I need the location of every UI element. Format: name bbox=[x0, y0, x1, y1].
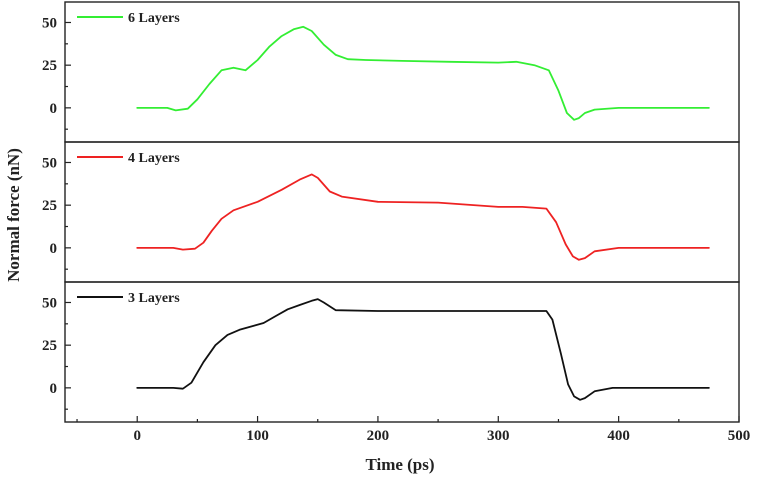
legend: 6 Layers bbox=[77, 11, 180, 26]
legend: 4 Layers bbox=[77, 151, 180, 166]
x-tick-label: 100 bbox=[246, 428, 269, 444]
y-tick-label: 25 bbox=[42, 58, 57, 74]
series-line-4-layers bbox=[136, 173, 710, 261]
legend-label: 3 Layers bbox=[128, 291, 180, 306]
panels: 0 25 50 6 Layers 0 25 50 4 Layers 0 25 50 3 Layers bbox=[42, 1, 740, 423]
panel-frame bbox=[64, 281, 740, 423]
y-tick-label: 50 bbox=[42, 155, 57, 171]
panel-1: 0 25 50 6 Layers bbox=[42, 1, 740, 143]
legend-label: 6 Layers bbox=[128, 11, 180, 26]
y-tick-label: 50 bbox=[42, 15, 57, 31]
y-tick-label: 0 bbox=[50, 101, 58, 117]
panel-2: 0 25 50 4 Layers bbox=[42, 141, 740, 283]
x-tick-label: 400 bbox=[607, 428, 630, 444]
x-tick-label: 300 bbox=[487, 428, 510, 444]
x-tick-label: 0 bbox=[133, 428, 141, 444]
y-tick-label: 0 bbox=[50, 381, 58, 397]
x-tick-label: 200 bbox=[367, 428, 390, 444]
y-tick-label: 25 bbox=[42, 338, 57, 354]
y-tick-label: 25 bbox=[42, 198, 57, 214]
x-tick-label: 500 bbox=[728, 428, 751, 444]
y-tick-label: 50 bbox=[42, 295, 57, 311]
legend-label: 4 Layers bbox=[128, 151, 180, 166]
x-axis-title: Time (ps) bbox=[365, 455, 434, 474]
y-tick-label: 0 bbox=[50, 241, 58, 257]
legend: 3 Layers bbox=[77, 291, 180, 306]
x-axis-ticks: 0 100 200 300 400 500 bbox=[76, 416, 751, 444]
y-axis-title: Normal force (nN) bbox=[4, 148, 23, 282]
series-line-6-layers bbox=[136, 25, 710, 121]
panel-3: 0 25 50 3 Layers bbox=[42, 281, 740, 423]
series-line-3-layers bbox=[136, 298, 710, 401]
